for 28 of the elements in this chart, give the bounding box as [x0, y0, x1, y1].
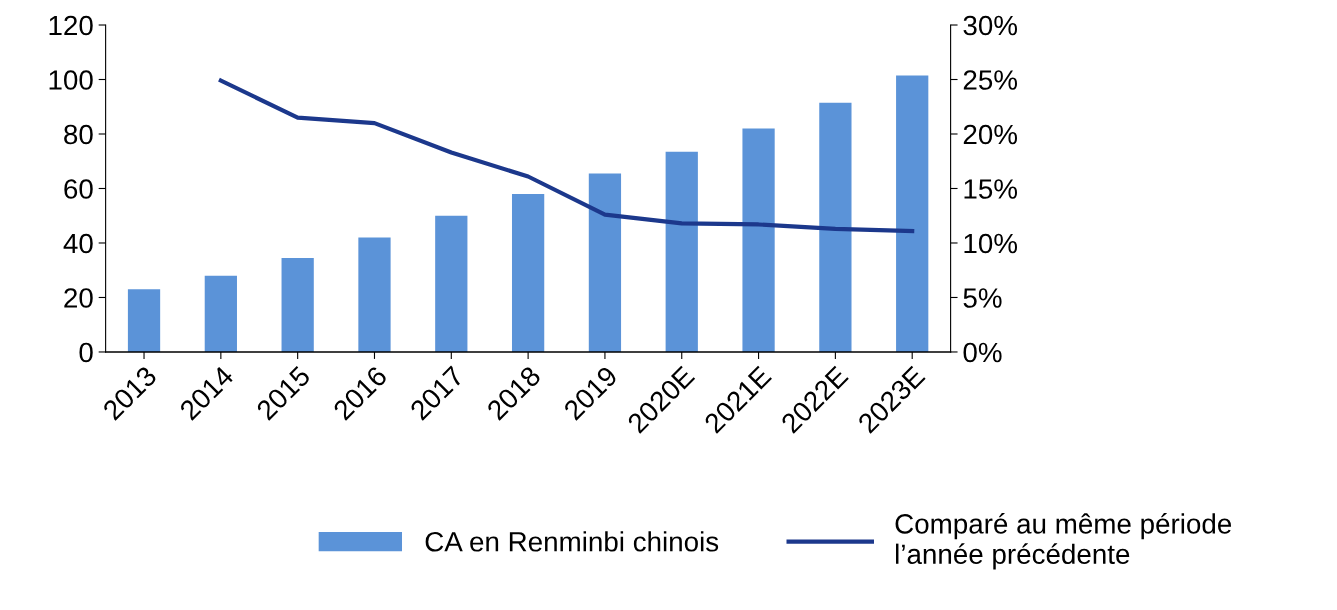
line-series: [218, 78, 915, 234]
y2-tick-label: 10%: [964, 233, 1018, 254]
y-tick-label: 40: [63, 233, 93, 254]
bar: [127, 289, 161, 352]
y-tick-label: 100: [49, 70, 93, 90]
y2-tick-label: 20%: [963, 124, 1018, 145]
y-tick-label: 20: [64, 288, 93, 308]
y2-tick-label: 5%: [963, 288, 1002, 308]
bar: [819, 102, 852, 352]
bar: [665, 151, 698, 352]
bar: [742, 128, 775, 352]
bar: [511, 193, 545, 352]
bar: [204, 275, 237, 352]
bar: [896, 75, 929, 352]
y-tick-label: 0: [79, 342, 93, 363]
bar: [435, 215, 468, 352]
y-tick-label: 120: [49, 15, 93, 36]
y2-tick-label: 25%: [963, 70, 1018, 90]
y2-tick-label: 0%: [963, 342, 1002, 363]
bar: [588, 173, 622, 352]
legend-label: CA en Renminbi chinois: [425, 531, 719, 552]
y-tick-label: 80: [64, 124, 93, 145]
legend-label: Comparé au même période l’année précédente: [895, 513, 1232, 570]
bar: [281, 257, 314, 352]
y-tick-label: 60: [64, 179, 93, 199]
y2-tick-label: 30%: [963, 15, 1018, 36]
bar: [358, 237, 391, 352]
y2-tick-label: 15%: [964, 179, 1018, 199]
